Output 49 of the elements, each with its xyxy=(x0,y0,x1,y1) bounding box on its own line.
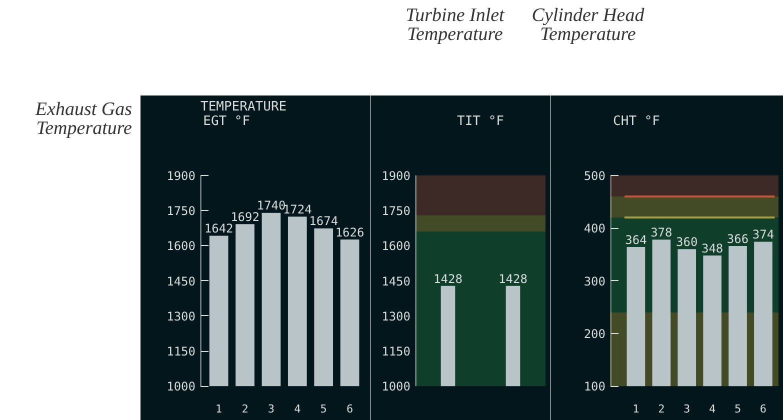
x-tick-label: 1 xyxy=(632,402,640,416)
y-tick-label: 1150 xyxy=(166,344,196,359)
data-label: 1692 xyxy=(230,210,260,224)
y-tick-label: 1300 xyxy=(382,309,411,324)
text: TEMPERATURE xyxy=(200,99,287,114)
y-tick-label: 1750 xyxy=(166,204,196,218)
data-label: 378 xyxy=(650,226,672,240)
y-tick-label: 1600 xyxy=(166,239,196,254)
text: Cylinder Head Temperature xyxy=(530,5,646,45)
x-tick-label: 4 xyxy=(294,402,302,416)
x-tick-label: 3 xyxy=(268,402,275,416)
y-tick-label: 500 xyxy=(584,168,606,183)
y-tick-label: 100 xyxy=(584,380,606,394)
y-tick-label: 300 xyxy=(584,274,606,288)
chart-title: EGT °F xyxy=(203,114,250,130)
y-tick-label: 1750 xyxy=(382,204,411,218)
y-tick-label: 1150 xyxy=(382,344,411,359)
y-tick-label: 200 xyxy=(584,326,606,341)
y-tick-label: 1450 xyxy=(166,274,196,288)
data-label: 1740 xyxy=(256,198,286,213)
data-label: 374 xyxy=(752,228,774,242)
x-tick-label: 5 xyxy=(734,402,742,416)
data-label: 360 xyxy=(676,235,698,249)
data-label: 1428 xyxy=(498,272,528,286)
chart-title: TIT °F xyxy=(457,114,504,130)
y-tick-label: 1900 xyxy=(382,168,411,183)
text: Turbine Inlet Temperature xyxy=(404,5,506,45)
y-tick-label: 400 xyxy=(584,222,606,236)
y-tick-label: 1450 xyxy=(382,274,411,288)
data-label: 1642 xyxy=(204,222,234,236)
x-tick-label: 5 xyxy=(320,402,327,416)
data-label: 348 xyxy=(701,241,724,256)
y-tick-label: 1900 xyxy=(166,168,196,183)
x-tick-label: 2 xyxy=(658,402,665,416)
data-label: 364 xyxy=(625,232,647,247)
x-tick-label: 4 xyxy=(709,402,716,416)
y-tick-label: 1000 xyxy=(382,380,411,394)
y-tick-label: 1300 xyxy=(166,309,196,324)
x-tick-label: 1 xyxy=(216,402,222,416)
data-label: 366 xyxy=(726,232,749,246)
x-tick-label: 3 xyxy=(684,402,690,416)
data-label: 1428 xyxy=(434,272,462,286)
x-tick-label: 6 xyxy=(760,402,767,416)
chart-title: CHT °F xyxy=(613,114,660,130)
y-tick-label: 1000 xyxy=(166,380,196,394)
text: Exhaust Gas Temperature xyxy=(34,99,132,139)
x-tick-label: 6 xyxy=(346,402,354,416)
x-tick-label: 2 xyxy=(242,402,248,416)
y-tick-label: 1600 xyxy=(382,239,411,254)
